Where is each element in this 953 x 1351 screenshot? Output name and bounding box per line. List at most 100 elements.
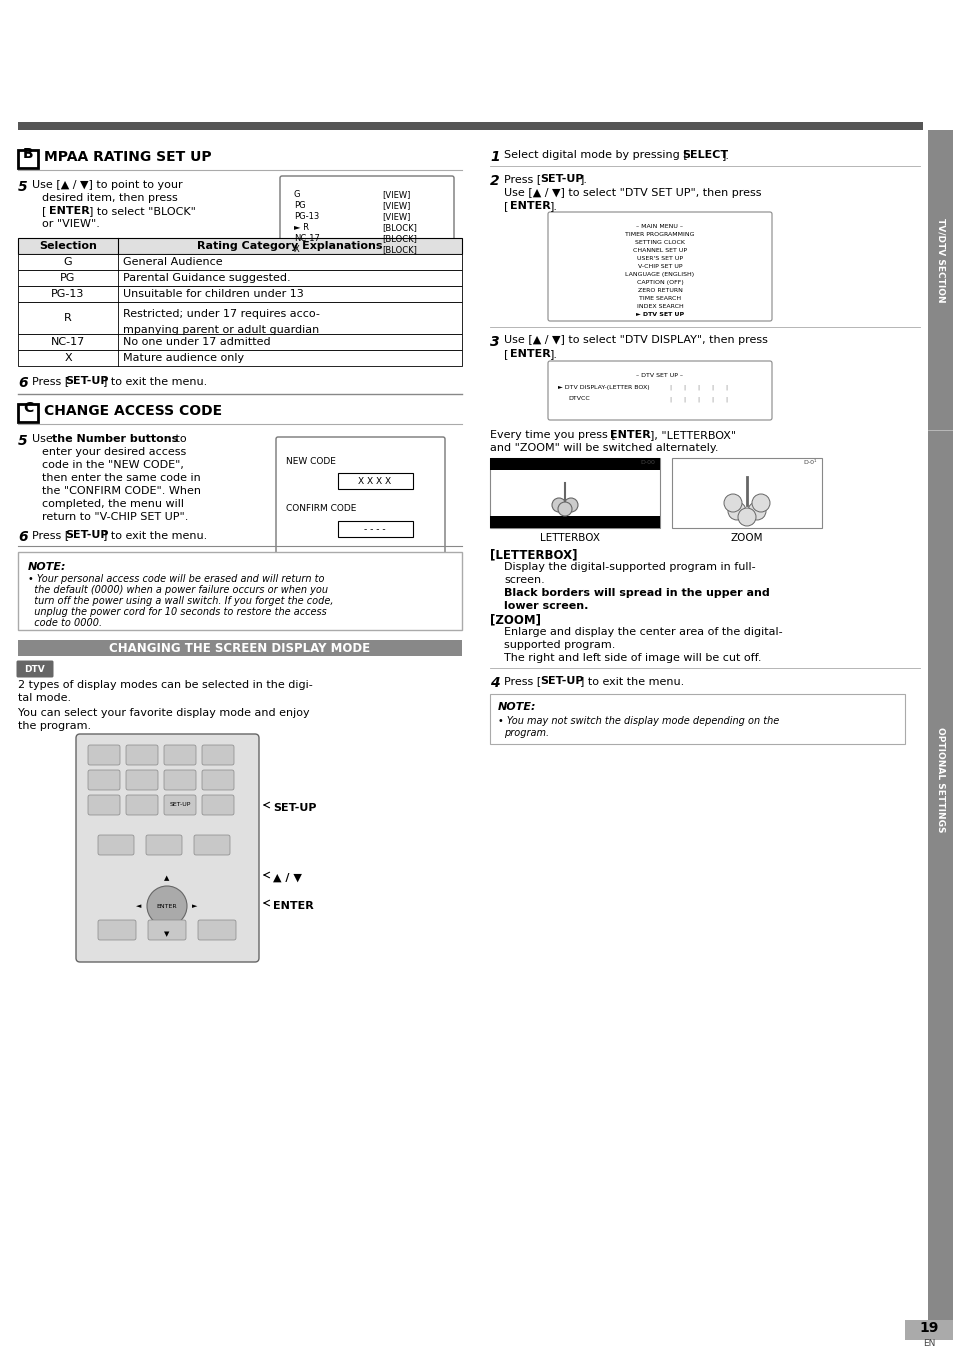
Text: 6: 6 bbox=[18, 530, 28, 544]
Text: ].: ]. bbox=[721, 150, 729, 159]
Bar bbox=[337, 473, 413, 489]
Text: Press [: Press [ bbox=[32, 530, 70, 540]
Text: program.: program. bbox=[503, 728, 549, 738]
Text: code to 0000.: code to 0000. bbox=[28, 617, 102, 628]
Text: NOTE:: NOTE: bbox=[28, 562, 67, 571]
Text: the "CONFIRM CODE". When: the "CONFIRM CODE". When bbox=[42, 486, 201, 496]
Bar bbox=[18, 334, 461, 350]
Text: CHANNEL SET UP: CHANNEL SET UP bbox=[633, 249, 686, 253]
Text: The right and left side of image will be cut off.: The right and left side of image will be… bbox=[503, 653, 760, 663]
Bar bbox=[18, 270, 461, 286]
Text: D-00: D-00 bbox=[639, 459, 655, 465]
Text: 2: 2 bbox=[490, 174, 499, 188]
Text: 19: 19 bbox=[919, 1321, 938, 1335]
Text: ► DTV SET UP: ► DTV SET UP bbox=[636, 312, 683, 317]
Text: X: X bbox=[64, 353, 71, 363]
Bar bbox=[18, 553, 461, 630]
Text: [VIEW]: [VIEW] bbox=[381, 212, 410, 222]
Text: 6: 6 bbox=[18, 376, 28, 390]
Text: |: | bbox=[710, 385, 712, 390]
Text: SET-UP: SET-UP bbox=[65, 530, 109, 540]
Text: Select digital mode by pressing [: Select digital mode by pressing [ bbox=[503, 150, 687, 159]
Text: You can select your favorite display mode and enjoy: You can select your favorite display mod… bbox=[18, 708, 310, 717]
Text: then enter the same code in: then enter the same code in bbox=[42, 473, 200, 484]
FancyBboxPatch shape bbox=[88, 770, 120, 790]
FancyBboxPatch shape bbox=[18, 404, 38, 422]
FancyBboxPatch shape bbox=[202, 770, 233, 790]
FancyBboxPatch shape bbox=[164, 794, 195, 815]
Text: |: | bbox=[668, 385, 670, 390]
Text: ENTER: ENTER bbox=[609, 430, 650, 440]
Text: C: C bbox=[23, 401, 33, 415]
Text: SET-UP: SET-UP bbox=[539, 174, 583, 184]
Circle shape bbox=[723, 494, 741, 512]
Text: PG: PG bbox=[60, 273, 75, 282]
Text: DTV: DTV bbox=[25, 665, 46, 674]
Text: CONFIRM CODE: CONFIRM CODE bbox=[286, 504, 356, 513]
Text: Rating Category Explanations: Rating Category Explanations bbox=[197, 240, 382, 251]
Text: 5: 5 bbox=[18, 180, 28, 195]
Circle shape bbox=[147, 886, 187, 925]
FancyBboxPatch shape bbox=[126, 794, 158, 815]
Text: [ZOOM]: [ZOOM] bbox=[490, 613, 540, 626]
Text: – DTV SET UP –: – DTV SET UP – bbox=[636, 373, 682, 378]
Bar bbox=[18, 640, 461, 657]
Text: Black borders will spread in the upper and: Black borders will spread in the upper a… bbox=[503, 588, 769, 598]
Text: code in the "NEW CODE",: code in the "NEW CODE", bbox=[42, 459, 184, 470]
Text: |: | bbox=[724, 385, 726, 390]
Text: Restricted; under 17 requires acco-: Restricted; under 17 requires acco- bbox=[123, 309, 319, 319]
Text: tal mode.: tal mode. bbox=[18, 693, 71, 703]
Bar bbox=[490, 516, 659, 528]
Text: CHANGE ACCESS CODE: CHANGE ACCESS CODE bbox=[44, 404, 222, 417]
Text: turn off the power using a wall switch. If you forget the code,: turn off the power using a wall switch. … bbox=[28, 596, 334, 607]
Circle shape bbox=[727, 503, 745, 520]
Text: ► R: ► R bbox=[294, 223, 309, 232]
Text: X X X X: X X X X bbox=[358, 477, 391, 486]
FancyBboxPatch shape bbox=[164, 744, 195, 765]
Bar bbox=[927, 130, 953, 1329]
Bar bbox=[18, 122, 923, 130]
Text: NC-17: NC-17 bbox=[294, 234, 319, 243]
Text: and "ZOOM" will be switched alternately.: and "ZOOM" will be switched alternately. bbox=[490, 443, 718, 453]
Text: 4: 4 bbox=[490, 676, 499, 690]
FancyBboxPatch shape bbox=[76, 734, 258, 962]
FancyBboxPatch shape bbox=[202, 794, 233, 815]
Text: R: R bbox=[64, 313, 71, 323]
FancyBboxPatch shape bbox=[280, 176, 454, 259]
Text: 3: 3 bbox=[490, 335, 499, 349]
Text: 5: 5 bbox=[18, 434, 28, 449]
Bar bbox=[904, 1320, 953, 1340]
Text: – MAIN MENU –: – MAIN MENU – bbox=[636, 224, 682, 230]
Text: completed, the menu will: completed, the menu will bbox=[42, 499, 184, 509]
FancyBboxPatch shape bbox=[275, 436, 444, 557]
Text: ] to exit the menu.: ] to exit the menu. bbox=[103, 376, 207, 386]
Text: TIMER PROGRAMMING: TIMER PROGRAMMING bbox=[624, 232, 694, 236]
Text: enter your desired access: enter your desired access bbox=[42, 447, 186, 457]
Text: OPTIONAL SETTINGS: OPTIONAL SETTINGS bbox=[936, 727, 944, 832]
Text: Use: Use bbox=[32, 434, 56, 444]
Text: [BLOCK]: [BLOCK] bbox=[381, 223, 416, 232]
Text: ENTER: ENTER bbox=[156, 904, 177, 908]
FancyBboxPatch shape bbox=[126, 744, 158, 765]
FancyBboxPatch shape bbox=[98, 835, 133, 855]
Text: the program.: the program. bbox=[18, 721, 91, 731]
Text: Every time you press [: Every time you press [ bbox=[490, 430, 615, 440]
Text: screen.: screen. bbox=[503, 576, 544, 585]
Text: |: | bbox=[710, 396, 712, 401]
Text: ].: ]. bbox=[550, 201, 558, 211]
Bar bbox=[671, 458, 821, 528]
Text: desired item, then press: desired item, then press bbox=[42, 193, 177, 203]
Text: - - - -: - - - - bbox=[364, 524, 385, 534]
Text: supported program.: supported program. bbox=[503, 640, 615, 650]
Text: ENTER: ENTER bbox=[510, 349, 550, 359]
Text: the default (0000) when a power failure occurs or when you: the default (0000) when a power failure … bbox=[28, 585, 328, 594]
Text: B: B bbox=[23, 147, 33, 161]
Text: |: | bbox=[682, 385, 684, 390]
Text: ZOOM: ZOOM bbox=[730, 534, 762, 543]
Text: ▲: ▲ bbox=[164, 875, 170, 881]
Text: SELECT: SELECT bbox=[681, 150, 727, 159]
Text: SET-UP: SET-UP bbox=[169, 802, 191, 808]
Text: No one under 17 admitted: No one under 17 admitted bbox=[123, 336, 271, 347]
Text: Use [▲ / ▼] to point to your: Use [▲ / ▼] to point to your bbox=[32, 180, 182, 190]
Text: [VIEW]: [VIEW] bbox=[381, 190, 410, 199]
